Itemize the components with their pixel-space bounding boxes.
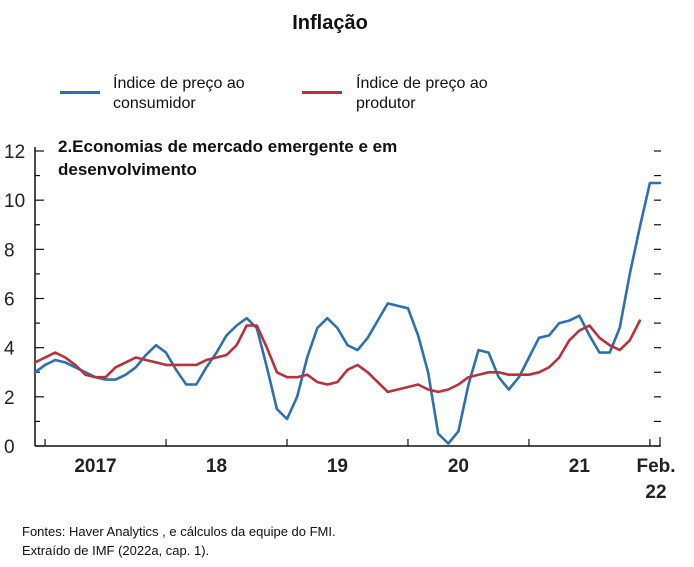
- legend-label-ppi-line1: Índice de preço ao: [356, 75, 488, 92]
- legend-label-cpi-line1: Índice de preço ao: [113, 75, 245, 92]
- legend-label-cpi: Índice de preço ao consumidor: [113, 74, 245, 114]
- x-tick-label-line2: 22: [645, 482, 666, 503]
- legend-swatch-ppi: [302, 91, 342, 94]
- x-tick-label: 19: [327, 456, 348, 477]
- series-line-cpi: [33, 181, 662, 445]
- x-tick-label: 2017: [74, 456, 116, 477]
- y-tick-label: 12: [4, 142, 25, 163]
- y-tick-label: 10: [4, 191, 25, 212]
- x-tick-label: Feb.: [636, 456, 675, 477]
- y-tick-label: 4: [4, 339, 15, 360]
- x-tick-label: 18: [206, 456, 227, 477]
- source-note: Fontes: Haver Analytics , e cálculos da …: [22, 522, 336, 560]
- chart-title: Inflação: [292, 12, 368, 34]
- chart-subtitle-line1: 2.Economias de mercado emergente e em: [58, 137, 398, 156]
- chart-subtitle-line2: desenvolvimento: [58, 160, 197, 179]
- chart-subtitle: 2.Economias de mercado emergente e em de…: [58, 135, 438, 181]
- series-line-ppi: [33, 319, 642, 394]
- y-tick-label: 8: [4, 240, 15, 261]
- y-tick-label: 0: [4, 437, 15, 458]
- source-line2: Extraído de IMF (2022a, cap. 1).: [22, 543, 210, 558]
- legend-label-ppi-line2: produtor: [356, 95, 416, 112]
- y-tick-label: 6: [4, 290, 15, 311]
- legend-swatch-cpi: [60, 91, 100, 94]
- legend-label-ppi: Índice de preço ao produtor: [356, 74, 488, 114]
- x-tick-label: 21: [569, 456, 591, 477]
- source-line1: Fontes: Haver Analytics , e cálculos da …: [22, 524, 336, 539]
- legend-label-cpi-line2: consumidor: [113, 95, 196, 112]
- x-tick-label: 20: [448, 456, 469, 477]
- y-tick-label: 2: [4, 388, 15, 409]
